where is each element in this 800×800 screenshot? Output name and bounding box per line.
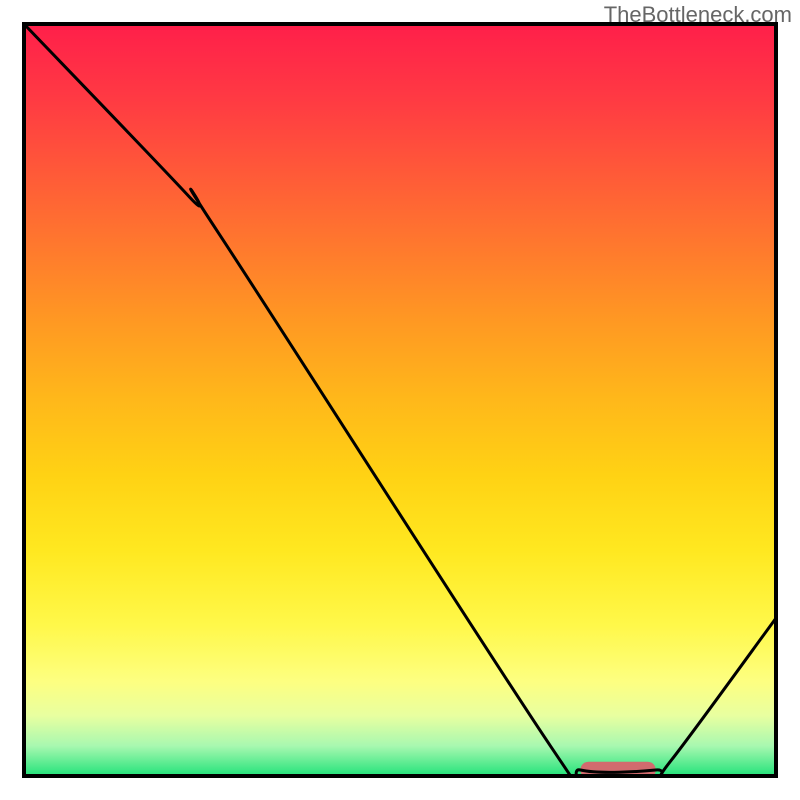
gradient-background — [24, 24, 776, 776]
chart-svg — [0, 0, 800, 800]
watermark-text: TheBottleneck.com — [604, 2, 792, 28]
bottleneck-chart: TheBottleneck.com — [0, 0, 800, 800]
